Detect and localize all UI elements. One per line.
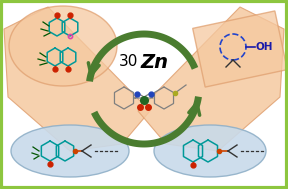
Text: 30: 30 — [119, 54, 138, 70]
Polygon shape — [193, 11, 287, 87]
Text: OH: OH — [255, 42, 272, 52]
Ellipse shape — [9, 6, 117, 86]
Ellipse shape — [154, 125, 266, 177]
Ellipse shape — [11, 125, 129, 177]
Polygon shape — [138, 7, 284, 151]
Text: Zn: Zn — [140, 53, 168, 71]
Polygon shape — [4, 7, 150, 151]
